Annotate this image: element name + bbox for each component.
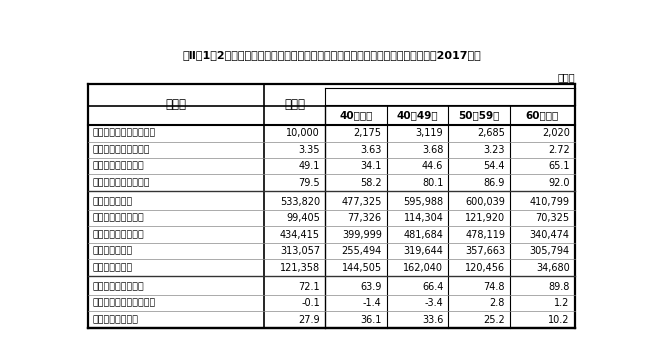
- Text: 34.1: 34.1: [360, 161, 382, 171]
- Text: 477,325: 477,325: [342, 197, 382, 207]
- Text: 74.8: 74.8: [483, 282, 505, 292]
- Text: 34,680: 34,680: [536, 263, 570, 273]
- Text: 3.68: 3.68: [422, 145, 443, 155]
- Text: 世　帯　人　員（人）: 世 帯 人 員（人）: [93, 145, 150, 154]
- Text: 79.5: 79.5: [298, 177, 320, 188]
- Text: 66.4: 66.4: [422, 282, 443, 292]
- Text: 項　目: 項 目: [166, 98, 186, 111]
- Text: 58.2: 58.2: [360, 177, 382, 188]
- Text: 481,684: 481,684: [404, 230, 443, 240]
- Text: 340,474: 340,474: [530, 230, 570, 240]
- Text: 2.72: 2.72: [548, 145, 570, 155]
- Text: 27.9: 27.9: [298, 315, 320, 325]
- Text: 92.0: 92.0: [548, 177, 570, 188]
- Text: 2,020: 2,020: [542, 128, 570, 138]
- Text: 65.1: 65.1: [548, 161, 570, 171]
- Text: 162,040: 162,040: [404, 263, 443, 273]
- Text: （円）: （円）: [557, 72, 575, 82]
- Text: 533,820: 533,820: [280, 197, 320, 207]
- Text: 99,405: 99,405: [286, 213, 320, 223]
- Text: 平　均: 平 均: [284, 98, 305, 111]
- Text: 3,119: 3,119: [416, 128, 443, 138]
- Text: 1.2: 1.2: [554, 298, 570, 308]
- Text: 黒　字　率（％）: 黒 字 率（％）: [93, 315, 138, 324]
- Text: -3.4: -3.4: [424, 298, 443, 308]
- Text: 実　　収　　入: 実 収 入: [93, 197, 133, 206]
- Text: 121,920: 121,920: [465, 213, 505, 223]
- Text: 40歳未満: 40歳未満: [339, 110, 373, 121]
- Text: 434,415: 434,415: [280, 230, 320, 240]
- Text: 357,663: 357,663: [465, 246, 505, 256]
- Text: 54.4: 54.4: [483, 161, 505, 171]
- Text: 持　　家　　率（％）: 持 家 率（％）: [93, 178, 150, 187]
- Text: 305,794: 305,794: [530, 246, 570, 256]
- Text: 2,175: 2,175: [354, 128, 382, 138]
- Text: 255,494: 255,494: [342, 246, 382, 256]
- Text: 89.8: 89.8: [549, 282, 570, 292]
- Text: 2.8: 2.8: [490, 298, 505, 308]
- Text: 399,999: 399,999: [342, 230, 382, 240]
- Text: 3.35: 3.35: [298, 145, 320, 155]
- Text: 2,685: 2,685: [477, 128, 505, 138]
- Text: 144,505: 144,505: [342, 263, 382, 273]
- Text: 世帯数分布（１万分比）: 世帯数分布（１万分比）: [93, 129, 156, 138]
- Text: 非　消　費　支　出: 非 消 費 支 出: [93, 214, 144, 223]
- Text: 313,057: 313,057: [280, 246, 320, 256]
- Text: 10.2: 10.2: [548, 315, 570, 325]
- Text: 表Ⅱ－1－2　世帯主の年齢階級別家計収支（二人以上の世帯のうち勤労者世帯）－2017年－: 表Ⅱ－1－2 世帯主の年齢階級別家計収支（二人以上の世帯のうち勤労者世帯）－20…: [182, 50, 481, 60]
- Text: -0.1: -0.1: [302, 298, 320, 308]
- Text: 平均消費性向（％）: 平均消費性向（％）: [93, 282, 144, 291]
- Text: 77,326: 77,326: [347, 213, 382, 223]
- Text: 33.6: 33.6: [422, 315, 443, 325]
- Text: 319,644: 319,644: [404, 246, 443, 256]
- Text: 25.2: 25.2: [483, 315, 505, 325]
- Text: 63.9: 63.9: [360, 282, 382, 292]
- Text: 50〜59歳: 50〜59歳: [459, 110, 500, 121]
- Text: 3.23: 3.23: [483, 145, 505, 155]
- Text: 黒　　　　　字: 黒 字: [93, 263, 133, 272]
- Text: 可　処　分　所　得: 可 処 分 所 得: [93, 230, 144, 239]
- Text: 消　費　支　出: 消 費 支 出: [93, 247, 133, 255]
- Text: 3.63: 3.63: [360, 145, 382, 155]
- Text: 114,304: 114,304: [404, 213, 443, 223]
- Text: -1.4: -1.4: [363, 298, 382, 308]
- Text: 410,799: 410,799: [530, 197, 570, 207]
- Text: 49.1: 49.1: [299, 161, 320, 171]
- Text: 60歳以上: 60歳以上: [526, 110, 559, 121]
- Text: 80.1: 80.1: [422, 177, 443, 188]
- Text: 10,000: 10,000: [287, 128, 320, 138]
- Text: 70,325: 70,325: [536, 213, 570, 223]
- Text: 600,039: 600,039: [465, 197, 505, 207]
- Text: 121,358: 121,358: [280, 263, 320, 273]
- Text: 120,456: 120,456: [465, 263, 505, 273]
- Text: 36.1: 36.1: [360, 315, 382, 325]
- Text: 86.9: 86.9: [484, 177, 505, 188]
- Text: 595,988: 595,988: [403, 197, 443, 207]
- Text: 478,119: 478,119: [465, 230, 505, 240]
- Text: 40〜49歳: 40〜49歳: [397, 110, 439, 121]
- Text: 世帯主の年齢（歳）: 世帯主の年齢（歳）: [93, 162, 144, 171]
- Text: 44.6: 44.6: [422, 161, 443, 171]
- Text: 72.1: 72.1: [298, 282, 320, 292]
- Text: ［前年差（ポイント）］: ［前年差（ポイント）］: [93, 299, 156, 308]
